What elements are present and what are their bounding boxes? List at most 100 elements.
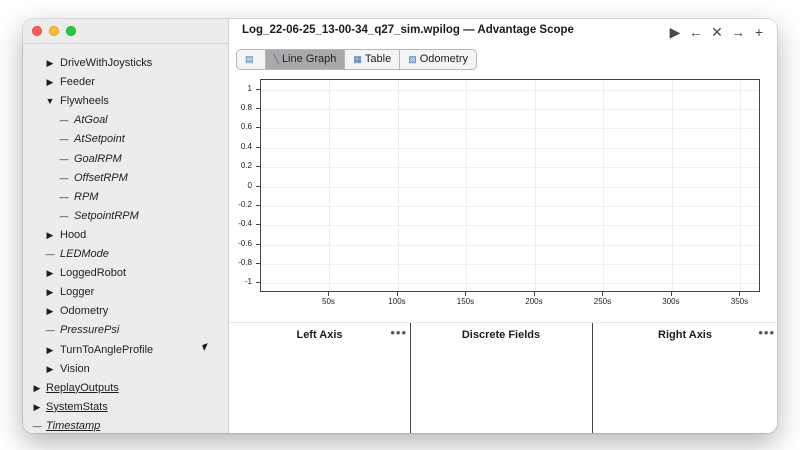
- discrete-fields-panel[interactable]: Discrete Fields: [411, 323, 591, 433]
- x-tick-label: 300s: [662, 297, 680, 306]
- collapse-arrow-icon[interactable]: ▼: [45, 96, 55, 107]
- tree-item[interactable]: — SetpointRPM: [23, 207, 228, 226]
- close-window-button[interactable]: [32, 26, 42, 36]
- y-tick-label: -0.2: [238, 199, 252, 209]
- y-tick-mark: [256, 185, 260, 187]
- panel-divider[interactable]: [592, 323, 593, 433]
- map-icon: ▧: [408, 54, 417, 64]
- tree-item[interactable]: — PressurePsi: [23, 321, 228, 340]
- expand-arrow-icon[interactable]: ▶: [46, 344, 54, 355]
- y-gridline: [261, 128, 759, 130]
- y-gridline: [261, 283, 759, 285]
- expand-arrow-icon[interactable]: ▶: [46, 77, 54, 88]
- y-tick-label: -0.8: [238, 257, 252, 267]
- expand-arrow-icon[interactable]: ▶: [46, 363, 54, 374]
- right-axis-panel[interactable]: Right Axis •••: [593, 323, 777, 433]
- y-tick-mark: [256, 204, 260, 206]
- tree-item-label: ReplayOutputs: [46, 381, 119, 394]
- y-tick-label: -0.4: [238, 219, 252, 229]
- tree-item[interactable]: — LEDMode: [23, 245, 228, 264]
- tree-item[interactable]: ▶ DriveWithJoysticks: [23, 54, 228, 73]
- x-tick-mark: [533, 292, 535, 296]
- arrow-left-icon[interactable]: ←: [689, 24, 703, 40]
- y-tick-label: 0.2: [240, 161, 252, 171]
- y-tick-label: -0.6: [238, 238, 252, 248]
- x-tick-mark: [465, 292, 467, 296]
- tree-item[interactable]: ▶ Hood: [23, 226, 228, 245]
- y-gridline: [261, 263, 759, 265]
- tree-item-label: Timestamp: [46, 419, 101, 432]
- line-graph-icon: ╲: [273, 54, 279, 64]
- tab-table[interactable]: ▦ Table: [345, 50, 401, 69]
- play-icon[interactable]: ▶: [669, 24, 681, 40]
- x-tick-label: 150s: [456, 297, 475, 306]
- y-tick-mark: [256, 127, 260, 129]
- y-tick-mark: [256, 146, 260, 148]
- expand-arrow-icon[interactable]: ▶: [33, 401, 41, 412]
- leaf-dash-icon: —: [45, 325, 55, 336]
- right-axis-menu-icon[interactable]: •••: [758, 325, 775, 340]
- expand-arrow-icon[interactable]: ▶: [46, 306, 54, 317]
- tree-item[interactable]: ▶ Logger: [23, 283, 228, 302]
- x-tick-mark: [670, 292, 672, 296]
- leaf-dash-icon: —: [59, 172, 69, 183]
- main-panel: Log_22-06-25_13-00-34_q27_sim.wpilog — A…: [229, 19, 777, 433]
- left-axis-menu-icon[interactable]: •••: [390, 325, 407, 340]
- tree-item[interactable]: ▶ SystemStats: [23, 398, 228, 417]
- panel-divider[interactable]: [410, 323, 411, 433]
- field-tree: ▶ DriveWithJoysticks ▶ Feeder ▼ Flywheels — AtG…: [23, 43, 228, 433]
- left-axis-panel[interactable]: Left Axis •••: [229, 323, 410, 433]
- tree-item[interactable]: — OffsetRPM: [23, 169, 228, 188]
- leaf-dash-icon: —: [59, 153, 69, 164]
- tree-item-label: AtGoal: [74, 114, 108, 127]
- x-tick-label: 200s: [525, 297, 543, 306]
- x-gridline: [603, 80, 605, 291]
- expand-arrow-icon[interactable]: ▶: [33, 382, 41, 393]
- y-gridline: [261, 205, 759, 207]
- tab-docs[interactable]: ▤: [237, 50, 266, 69]
- tree-item[interactable]: ▶ Odometry: [23, 302, 228, 321]
- leaf-dash-icon: —: [32, 420, 42, 431]
- tree-item-label: Flywheels: [60, 95, 109, 108]
- tree-item[interactable]: ▼ Flywheels: [23, 92, 228, 111]
- arrow-right-icon[interactable]: →: [731, 24, 745, 40]
- expand-arrow-icon[interactable]: ▶: [46, 287, 54, 298]
- tab-odometry[interactable]: ▧ Odometry: [400, 50, 476, 69]
- tree-item[interactable]: ▶ ReplayOutputs: [23, 379, 228, 398]
- tree-item-label: TurnToAngleProfile: [60, 343, 154, 356]
- x-gridline: [329, 80, 331, 291]
- axis-panels: Left Axis ••• Discrete Fields Right Axis…: [229, 322, 777, 433]
- left-axis-title: Left Axis: [296, 329, 343, 341]
- book-icon: ▤: [245, 54, 254, 64]
- tree-item[interactable]: — AtSetpoint: [23, 130, 228, 149]
- tree-item-label: PressurePsi: [60, 324, 120, 337]
- plot-area[interactable]: [260, 79, 760, 292]
- plus-icon[interactable]: +: [754, 24, 764, 40]
- tree-item[interactable]: — AtGoal: [23, 111, 228, 130]
- tree-item[interactable]: — RPM: [23, 188, 228, 207]
- close-icon[interactable]: ✕: [711, 24, 723, 40]
- tree-item[interactable]: ▶ Vision: [23, 360, 228, 379]
- tree-item[interactable]: ▶ Feeder: [23, 73, 228, 92]
- tab-line-graph[interactable]: ╲ Line Graph: [265, 50, 346, 69]
- window-title: Log_22-06-25_13-00-34_q27_sim.wpilog — A…: [242, 24, 574, 36]
- y-tick-mark: [256, 166, 260, 168]
- tree-item[interactable]: ▶ LoggedRobot: [23, 264, 228, 283]
- sidebar: ▶ DriveWithJoysticks ▶ Feeder ▼ Flywheels — AtG…: [23, 19, 229, 433]
- tree-item[interactable]: — GoalRPM: [23, 150, 228, 169]
- app-window: ▶ DriveWithJoysticks ▶ Feeder ▼ Flywheels — AtG…: [23, 19, 777, 433]
- x-tick-mark: [739, 292, 741, 296]
- tree-item-label: RPM: [74, 190, 99, 203]
- expand-arrow-icon[interactable]: ▶: [46, 268, 54, 279]
- tree-item[interactable]: — Timestamp: [23, 417, 228, 433]
- tab-bar: ▤ ╲ Line Graph ▦ Table ▧ Odometry: [236, 49, 477, 70]
- minimize-window-button[interactable]: [49, 26, 59, 36]
- tree-item[interactable]: ▶ TurnToAngleProfile: [23, 341, 228, 360]
- leaf-dash-icon: —: [45, 249, 55, 259]
- leaf-dash-icon: —: [59, 134, 69, 145]
- expand-arrow-icon[interactable]: ▶: [46, 229, 54, 240]
- x-tick-label: 100s: [388, 297, 406, 306]
- title-controls: ▶ ← ✕ → +: [667, 23, 767, 41]
- expand-arrow-icon[interactable]: ▶: [46, 58, 54, 68]
- maximize-window-button[interactable]: [66, 26, 76, 36]
